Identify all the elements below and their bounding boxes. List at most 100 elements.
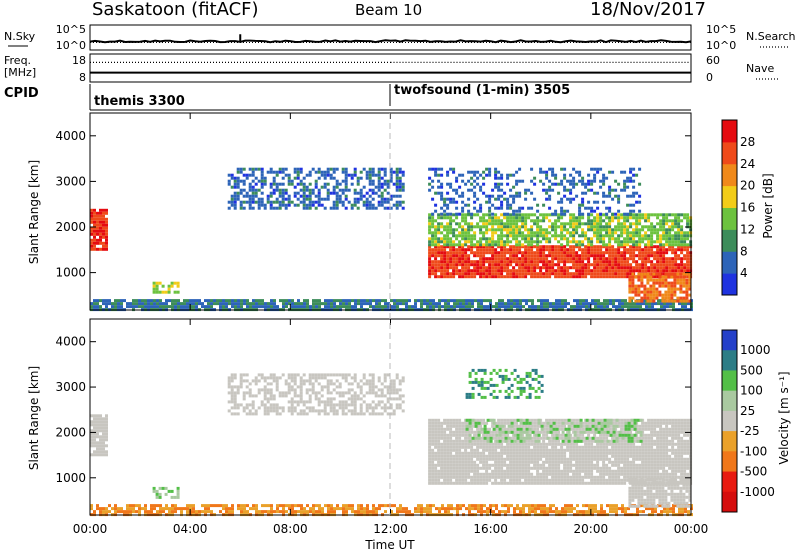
heatmap-cell [306, 302, 309, 306]
heatmap-cell [615, 504, 618, 508]
heatmap-cell [671, 269, 675, 273]
heatmap-cell [515, 213, 519, 217]
heatmap-cell [449, 475, 453, 479]
heatmap-cell [233, 376, 237, 380]
heatmap-cell [634, 293, 638, 297]
heatmap-cell [606, 305, 609, 309]
heatmap-cell [312, 302, 315, 306]
heatmap-cell [468, 510, 471, 514]
heatmap-cell [649, 284, 653, 288]
heatmap-cell [545, 191, 549, 195]
heatmap-cell [623, 212, 627, 216]
heatmap-cell [650, 269, 654, 273]
noise-sky-tick-top: 10^5 [56, 23, 86, 36]
heatmap-cell [596, 213, 600, 217]
heatmap-cell [165, 305, 168, 309]
heatmap-cell [347, 388, 351, 392]
heatmap-cell [315, 504, 318, 508]
heatmap-cell [500, 248, 504, 252]
heatmap-cell [479, 478, 483, 482]
heatmap-cell [600, 510, 603, 514]
heatmap-cell [656, 228, 660, 232]
heatmap-cell [631, 287, 635, 291]
heatmap-cell [476, 448, 480, 452]
heatmap-cell [263, 182, 267, 186]
heatmap-cell [282, 305, 285, 309]
heatmap-cell [395, 403, 399, 407]
heatmap-cell [537, 299, 540, 303]
heatmap-cell [655, 296, 659, 300]
heatmap-cell [455, 248, 459, 252]
heatmap-cell [120, 510, 123, 514]
heatmap-cell [560, 212, 564, 216]
heatmap-cell [311, 200, 315, 204]
heatmap-cell [263, 412, 267, 416]
heatmap-cell [638, 209, 642, 213]
heatmap-cell [326, 403, 330, 407]
heatmap-cell [440, 430, 444, 434]
heatmap-cell [275, 382, 279, 386]
heatmap-cell [344, 194, 348, 198]
heatmap-cell [414, 305, 417, 309]
heatmap-cell [672, 305, 675, 309]
heatmap-cell [491, 216, 495, 220]
heatmap-cell [552, 302, 555, 306]
heatmap-cell [579, 299, 582, 303]
heatmap-cell [411, 305, 414, 309]
heatmap-cell [652, 296, 656, 300]
heatmap-cell [686, 266, 690, 270]
heatmap-cell [426, 510, 429, 514]
heatmap-cell [438, 510, 441, 514]
heatmap-cell [524, 245, 528, 249]
heatmap-cell [557, 213, 561, 217]
heatmap-cell [680, 234, 684, 238]
heatmap-cell [96, 232, 99, 236]
heatmap-cell [584, 191, 588, 195]
heatmap-cell [503, 222, 507, 226]
heatmap-cell [667, 272, 671, 276]
heatmap-cell [688, 272, 692, 276]
heatmap-cell [509, 203, 513, 207]
heatmap-cell [452, 430, 456, 434]
heatmap-cell [593, 245, 597, 249]
heatmap-cell [312, 299, 315, 303]
heatmap-cell [332, 412, 336, 416]
heatmap-cell [467, 254, 471, 258]
heatmap-cell [392, 391, 396, 395]
heatmap-cell [461, 209, 465, 213]
heatmap-cell [351, 507, 354, 511]
noise-sky-line [89, 39, 692, 44]
heatmap-cell [668, 248, 672, 252]
heatmap-cell [666, 507, 669, 511]
heatmap-cell [449, 454, 453, 458]
heatmap-cell [608, 188, 612, 192]
heatmap-cell [444, 305, 447, 309]
heatmap-cell [431, 219, 435, 223]
heatmap-cell [375, 299, 378, 303]
heatmap-cell [473, 460, 477, 464]
heatmap-cell [90, 435, 93, 439]
heatmap-cell [93, 450, 96, 454]
heatmap-cell [500, 182, 504, 186]
heatmap-cell [359, 391, 363, 395]
heatmap-cell [383, 409, 387, 413]
heatmap-cell [485, 173, 489, 177]
heatmap-cell [488, 200, 492, 204]
heatmap-cell [278, 167, 282, 171]
heatmap-cell [536, 240, 540, 244]
heatmap-cell [446, 457, 450, 461]
heatmap-cell [428, 245, 432, 249]
heatmap-cell [612, 305, 615, 309]
heatmap-cell [572, 216, 576, 220]
heatmap-cell [399, 510, 402, 514]
heatmap-cell [440, 216, 444, 220]
heatmap-cell [230, 400, 234, 404]
heatmap-cell [263, 376, 267, 380]
heatmap-cell [638, 213, 642, 217]
heatmap-cell [455, 448, 459, 452]
heatmap-cell [308, 379, 312, 383]
heatmap-cell [261, 504, 264, 508]
heatmap-cell [543, 305, 546, 309]
heatmap-cell [572, 275, 576, 279]
heatmap-cell [384, 504, 387, 508]
